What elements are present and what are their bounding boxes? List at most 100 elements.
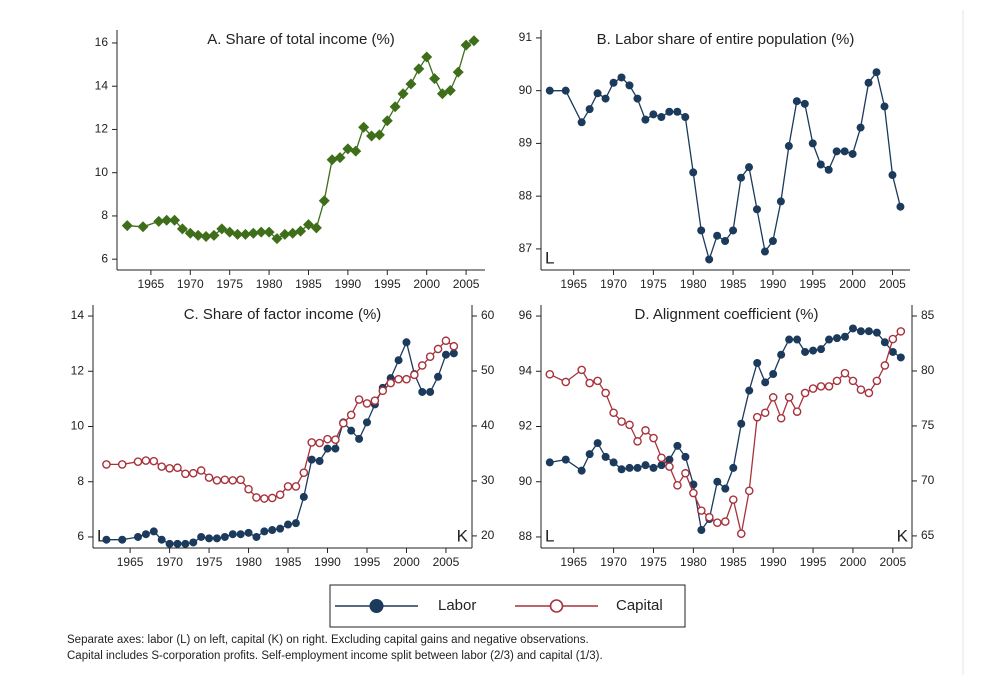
marker: [134, 532, 143, 541]
marker: [625, 420, 634, 430]
y2-tick-label: 50: [481, 363, 495, 377]
marker: [744, 486, 754, 496]
marker: [358, 121, 370, 133]
marker: [737, 419, 746, 428]
marker: [418, 387, 427, 396]
marker: [848, 324, 857, 333]
marker: [315, 438, 324, 448]
marker: [252, 532, 261, 541]
marker: [625, 81, 634, 90]
marker: [745, 163, 754, 172]
panel-title: C. Share of factor income (%): [184, 306, 382, 323]
y-tick-label: 94: [519, 363, 533, 377]
marker: [347, 426, 356, 435]
marker: [840, 368, 850, 378]
marker: [279, 228, 291, 240]
y2-tick-label: 40: [481, 418, 495, 432]
marker: [244, 528, 253, 537]
marker: [705, 255, 714, 264]
marker: [649, 110, 658, 119]
marker: [585, 450, 594, 459]
marker: [441, 336, 451, 346]
marker: [434, 372, 443, 381]
marker: [848, 149, 857, 158]
marker: [617, 73, 626, 82]
marker: [216, 223, 228, 235]
x-tick-label: 1975: [640, 277, 667, 291]
marker: [888, 347, 897, 356]
marker: [323, 434, 332, 444]
marker: [118, 535, 127, 544]
x-tick-label: 1970: [156, 555, 183, 569]
marker: [331, 435, 340, 444]
marker: [824, 165, 833, 174]
note: Capital includes S-corporation profits. …: [67, 650, 603, 662]
x-tick-label: 1970: [177, 277, 204, 291]
marker: [373, 129, 385, 141]
marker: [295, 225, 307, 237]
marker: [601, 388, 610, 398]
marker: [117, 460, 127, 469]
marker: [433, 344, 443, 354]
marker: [760, 247, 769, 256]
marker: [792, 97, 801, 106]
marker: [449, 349, 458, 358]
marker: [271, 233, 283, 245]
x-tick-label: 1975: [216, 277, 243, 291]
marker: [121, 220, 133, 232]
marker: [386, 378, 395, 388]
y-tick-label: 14: [95, 78, 109, 92]
marker: [641, 461, 650, 470]
x-tick-label: 2005: [453, 277, 480, 291]
marker: [817, 345, 826, 354]
marker: [232, 228, 244, 240]
marker: [657, 461, 666, 470]
marker: [133, 457, 143, 466]
marker: [141, 530, 150, 539]
marker: [236, 530, 245, 539]
marker: [800, 388, 810, 398]
x-tick-label: 1970: [600, 277, 627, 291]
marker: [275, 490, 285, 499]
marker: [737, 173, 746, 182]
marker: [761, 378, 770, 387]
y-tick-label: 88: [519, 188, 533, 202]
marker: [577, 118, 586, 127]
y-tick-label: 8: [101, 208, 108, 222]
marker: [102, 535, 111, 544]
marker: [864, 327, 873, 336]
marker: [252, 493, 261, 502]
x-tick-label: 2005: [433, 555, 460, 569]
marker: [617, 465, 626, 474]
marker: [832, 147, 841, 156]
marker: [417, 361, 427, 370]
marker: [370, 396, 380, 405]
x-tick-label: 1990: [314, 555, 341, 569]
x-tick-label: 1970: [600, 555, 627, 569]
marker: [649, 463, 658, 472]
marker: [157, 535, 166, 544]
marker: [452, 66, 464, 78]
marker: [362, 418, 371, 427]
x-tick-label: 1965: [117, 555, 144, 569]
x-tick-label: 1980: [680, 277, 707, 291]
y-tick-label: 88: [519, 529, 533, 543]
marker: [197, 532, 206, 541]
marker: [342, 143, 354, 155]
note: Separate axes: labor (L) on left, capita…: [67, 634, 589, 646]
x-tick-label: 1985: [720, 277, 747, 291]
marker: [880, 338, 889, 347]
marker: [673, 441, 682, 450]
marker: [673, 107, 682, 116]
marker: [350, 145, 362, 157]
x-tick-label: 1990: [335, 277, 362, 291]
marker: [184, 227, 196, 239]
marker: [801, 347, 810, 356]
x-tick-label: 1995: [800, 555, 827, 569]
marker: [585, 378, 594, 388]
marker: [315, 457, 324, 466]
legend-marker: [369, 599, 384, 613]
marker: [673, 481, 682, 490]
axis-letter: K: [897, 526, 909, 545]
